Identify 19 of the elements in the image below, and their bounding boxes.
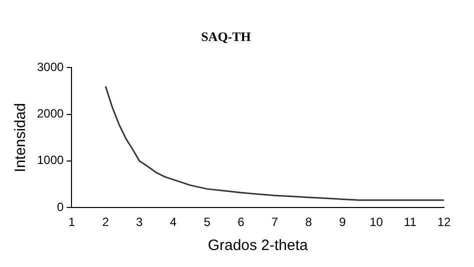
x-tick-label: 3 — [136, 215, 144, 230]
x-tick-label: 6 — [238, 215, 245, 230]
chart-title: SAQ-TH — [201, 29, 251, 44]
y-tick-label: 1000 — [36, 153, 64, 168]
x-tick-label: 12 — [437, 215, 451, 230]
x-tick-label: 10 — [370, 215, 384, 230]
x-axis-title: Grados 2-theta — [208, 237, 309, 254]
x-tick-label: 8 — [305, 215, 312, 230]
x-tick-label: 2 — [102, 215, 110, 230]
x-tick-label: 1 — [68, 215, 76, 230]
x-tick-label: 11 — [404, 215, 417, 230]
y-tick-label: 0 — [57, 200, 64, 214]
y-tick-label: 3000 — [36, 60, 64, 74]
x-tick-label: 5 — [204, 215, 211, 230]
x-tick-label: 9 — [339, 215, 346, 230]
x-tick-label: 4 — [170, 215, 177, 230]
y-tick-label: 2000 — [36, 106, 64, 121]
x-tick-label: 7 — [271, 215, 278, 230]
y-axis-title: Intensidad — [12, 102, 30, 172]
